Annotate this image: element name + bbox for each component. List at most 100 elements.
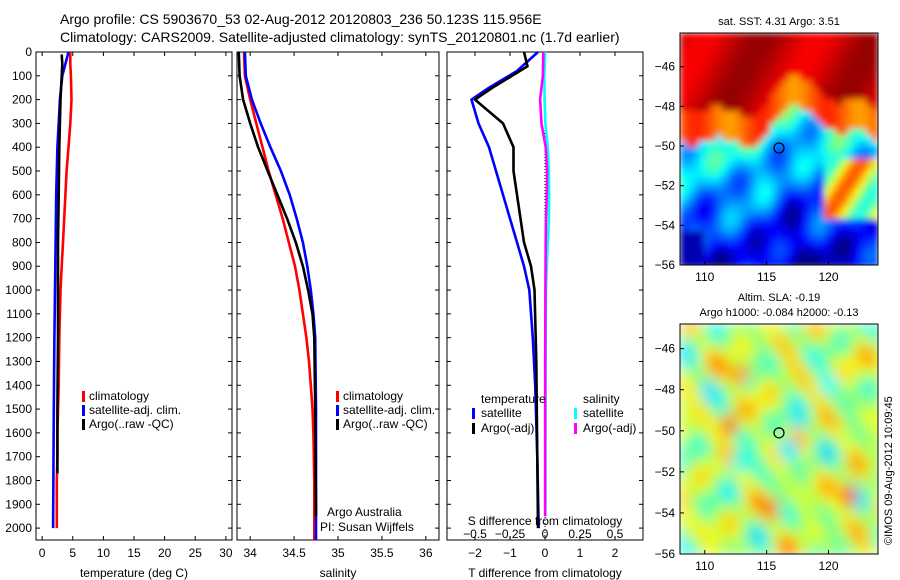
- heatmap-cell: [701, 471, 709, 479]
- heatmap-cell: [698, 63, 705, 70]
- heatmap-cell: [692, 81, 699, 88]
- lat-tick-label: −54: [655, 506, 676, 520]
- heatmap-cell: [764, 63, 771, 70]
- heatmap-cell: [794, 141, 801, 148]
- heatmap-cell: [800, 39, 807, 46]
- heatmap-cell: [836, 33, 843, 40]
- heatmap-cell: [862, 359, 870, 367]
- heatmap-cell: [694, 492, 702, 500]
- heatmap-cell: [776, 213, 783, 220]
- heatmap-cell: [728, 231, 735, 238]
- heatmap-cell: [704, 69, 711, 76]
- heatmap-cell: [872, 171, 878, 178]
- heatmap-cell: [806, 520, 814, 528]
- heatmap-cell: [830, 57, 837, 64]
- heatmap-cell: [764, 429, 772, 437]
- heatmap-cell: [812, 141, 819, 148]
- heatmap-cell: [750, 436, 758, 444]
- heatmap-cell: [746, 123, 753, 130]
- heatmap-cell: [729, 422, 737, 430]
- heatmap-cell: [855, 429, 863, 437]
- heatmap-cell: [758, 249, 765, 256]
- sla-argo-location-marker: [773, 427, 785, 439]
- heatmap-cell: [680, 513, 688, 521]
- heatmap-cell: [860, 201, 867, 208]
- heatmap-cell: [686, 57, 693, 64]
- heatmap-cell: [736, 415, 744, 423]
- heatmap-cell: [728, 213, 735, 220]
- heatmap-cell: [701, 366, 709, 374]
- heatmap-cell: [869, 443, 877, 451]
- heatmap-cell: [686, 63, 693, 70]
- heatmap-cell: [794, 237, 801, 244]
- heatmap-cell: [830, 39, 837, 46]
- heatmap-cell: [800, 183, 807, 190]
- heatmap-cell: [722, 338, 730, 346]
- heatmap-cell: [792, 429, 800, 437]
- heatmap-cell: [788, 39, 795, 46]
- heatmap-cell: [788, 75, 795, 82]
- y-tick-label: 0: [25, 45, 32, 59]
- heatmap-cell: [862, 471, 870, 479]
- heatmap-cell: [746, 51, 753, 58]
- heatmap-cell: [788, 177, 795, 184]
- heatmap-cell: [743, 408, 751, 416]
- heatmap-cell: [830, 45, 837, 52]
- heatmap-cell: [729, 457, 737, 465]
- heatmap-cell: [680, 75, 687, 82]
- heatmap-cell: [860, 207, 867, 214]
- heatmap-cell: [785, 541, 793, 549]
- heatmap-cell: [876, 401, 878, 409]
- heatmap-cell: [736, 548, 744, 554]
- heatmap-cell: [800, 141, 807, 148]
- heatmap-cell: [752, 207, 759, 214]
- heatmap-cell: [806, 225, 813, 232]
- lat-tick-label: −56: [655, 547, 676, 561]
- heatmap-cell: [743, 471, 751, 479]
- heatmap-cell: [848, 408, 856, 416]
- heatmap-cell: [782, 51, 789, 58]
- heatmap-cell: [740, 243, 747, 250]
- heatmap-cell: [704, 57, 711, 64]
- heatmap-cell: [710, 141, 717, 148]
- heatmap-cell: [701, 534, 709, 542]
- heatmap-cell: [680, 117, 687, 124]
- heatmap-cell: [812, 51, 819, 58]
- heatmap-cell: [812, 93, 819, 100]
- heatmap-cell: [782, 201, 789, 208]
- heatmap-cell: [701, 541, 709, 549]
- lat-tick-label: −48: [655, 383, 676, 397]
- heatmap-cell: [855, 352, 863, 360]
- heatmap-cell: [855, 415, 863, 423]
- heatmap-cell: [776, 81, 783, 88]
- heatmap-cell: [722, 183, 729, 190]
- heatmap-cell: [869, 324, 877, 332]
- heatmap-cell: [812, 165, 819, 172]
- heatmap-cell: [824, 147, 831, 154]
- heatmap-cell: [830, 63, 837, 70]
- heatmap-cell: [715, 492, 723, 500]
- heatmap-cell: [728, 237, 735, 244]
- heatmap-cell: [708, 324, 716, 332]
- heatmap-cell: [680, 183, 687, 190]
- heatmap-cell: [854, 231, 861, 238]
- heatmap-cell: [827, 380, 835, 388]
- heatmap-cell: [771, 429, 779, 437]
- heatmap-cell: [812, 111, 819, 118]
- annotation-line-1: Argo Australia: [327, 505, 402, 519]
- heatmap-cell: [740, 231, 747, 238]
- heatmap-cell: [758, 111, 765, 118]
- heatmap-cell: [792, 513, 800, 521]
- heatmap-cell: [746, 243, 753, 250]
- s-difference-label: S difference from climatology: [468, 514, 623, 528]
- heatmap-cell: [704, 159, 711, 166]
- heatmap-cell: [841, 548, 849, 554]
- heatmap-cell: [740, 33, 747, 40]
- heatmap-cell: [799, 366, 807, 374]
- heatmap-cell: [799, 380, 807, 388]
- heatmap-cell: [710, 111, 717, 118]
- heatmap-cell: [722, 87, 729, 94]
- heatmap-cell: [687, 345, 695, 353]
- heatmap-cell: [830, 153, 837, 160]
- heatmap-cell: [764, 387, 772, 395]
